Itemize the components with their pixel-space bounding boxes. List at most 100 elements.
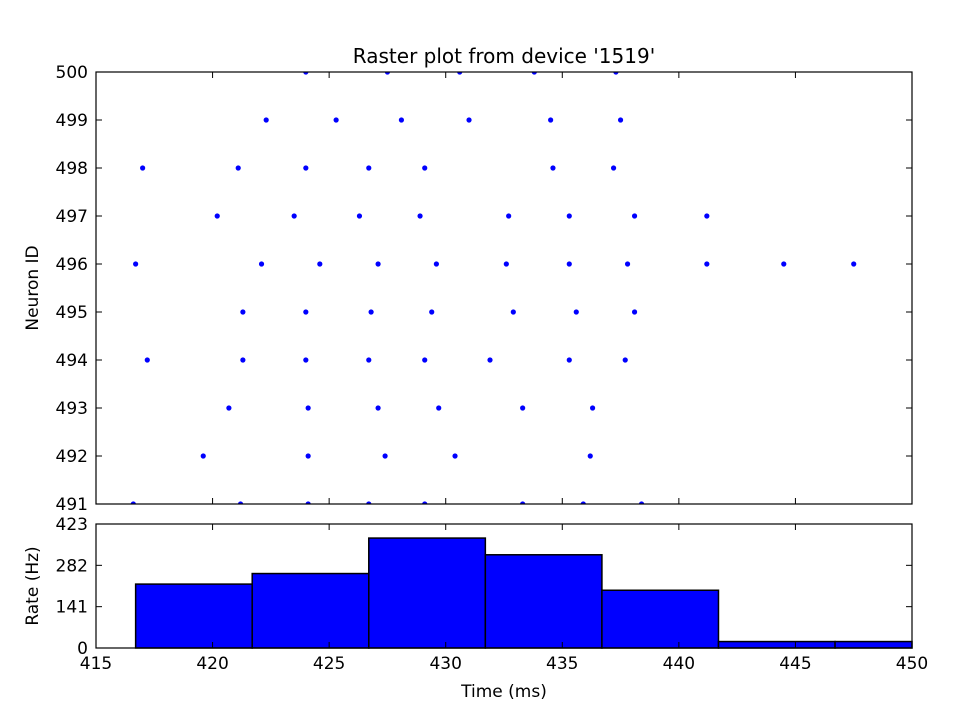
rate-bar <box>368 537 487 649</box>
spike-point <box>587 453 593 459</box>
spike-point <box>422 165 428 171</box>
spike-point <box>580 501 586 504</box>
spike-point <box>452 453 458 459</box>
rate-bar <box>834 640 913 649</box>
rate-x-tick-label: 430 <box>429 654 461 674</box>
rate-x-tick-label: 450 <box>896 654 928 674</box>
spike-point <box>366 357 372 363</box>
raster-panel: 491 492 493 494 495 496 497 498 499 500 Neuron ID <box>23 63 913 515</box>
spike-point <box>506 213 512 219</box>
spike-point <box>305 501 311 504</box>
rate-x-axis-label: Time (ms) <box>460 682 547 702</box>
spike-point <box>617 117 624 123</box>
spike-point <box>305 405 311 411</box>
spike-point <box>226 405 232 411</box>
rate-y-tick-label: 282 <box>56 556 88 576</box>
spike-point <box>510 309 516 315</box>
spike-point <box>303 357 309 363</box>
raster-y-tick-label: 498 <box>56 159 88 179</box>
rate-y-axis-label: Rate (Hz) <box>23 546 43 625</box>
spike-point <box>333 117 339 123</box>
spike-point <box>200 453 206 459</box>
spike-point <box>503 261 509 267</box>
spike-point <box>704 213 710 219</box>
spike-point <box>631 309 638 315</box>
spike-point <box>305 453 311 459</box>
spike-point <box>566 213 572 219</box>
spike-point <box>466 117 472 123</box>
rate-x-tick-label: 425 <box>313 654 345 674</box>
raster-y-tick-label: 493 <box>56 399 88 419</box>
spike-point <box>638 501 645 504</box>
spike-point <box>520 501 526 504</box>
spike-point <box>457 72 463 75</box>
spike-point <box>610 165 617 171</box>
spike-point <box>366 501 372 504</box>
spike-point <box>429 309 435 315</box>
rate-x-tick-label: 415 <box>80 654 112 674</box>
spike-point <box>382 453 388 459</box>
rate-x-tick-label: 445 <box>779 654 811 674</box>
spike-point <box>433 261 439 267</box>
spike-point <box>550 165 556 171</box>
spike-point <box>140 165 146 171</box>
rate-bars <box>134 537 913 649</box>
spike-point <box>366 165 372 171</box>
spike-point <box>487 357 493 363</box>
raster-y-axis-label: Neuron ID <box>23 245 43 330</box>
raster-y-tick-label: 496 <box>56 255 88 275</box>
spike-point <box>130 501 136 504</box>
rate-x-ticks: 415 420 425 430 435 440 445 450 <box>80 72 928 674</box>
raster-y-tick-label: 500 <box>56 63 88 83</box>
raster-points <box>130 72 857 504</box>
spike-point <box>237 501 244 504</box>
spike-point <box>622 357 628 363</box>
raster-y-tick-label: 497 <box>56 207 88 227</box>
raster-title: Raster plot from device '1519' <box>353 44 655 68</box>
spike-point <box>589 405 596 411</box>
spike-point <box>624 261 631 267</box>
spike-point <box>214 213 220 219</box>
spike-point <box>303 72 309 75</box>
spike-point <box>573 309 579 315</box>
rate-bar <box>134 583 253 649</box>
rate-x-tick-label: 440 <box>663 654 695 674</box>
raster-y-tick-label: 492 <box>56 447 88 467</box>
spike-point <box>851 261 857 267</box>
rate-bar <box>601 589 720 649</box>
spike-point <box>520 405 526 411</box>
spike-point <box>133 261 139 267</box>
spike-point <box>781 261 787 267</box>
spike-point <box>291 213 297 219</box>
spike-point <box>436 405 442 411</box>
spike-point <box>263 117 269 123</box>
spike-point <box>235 165 241 171</box>
spike-point <box>317 261 323 267</box>
rate-bar <box>717 640 836 649</box>
raster-y-ticks: 491 492 493 494 495 496 497 498 499 500 <box>56 63 912 515</box>
rate-frame <box>95 523 913 649</box>
rate-bar <box>251 572 370 649</box>
rate-x-tick-label: 420 <box>196 654 228 674</box>
raster-frame <box>95 71 913 505</box>
spike-point <box>417 213 423 219</box>
raster-y-tick-label: 499 <box>56 111 88 131</box>
rate-y-tick-label: 141 <box>56 598 88 618</box>
rate-bar <box>484 554 603 649</box>
rate-panel: 0 141 282 423 415 420 425 430 435 440 445 450 Rate… <box>23 72 928 702</box>
spike-point <box>258 261 265 267</box>
spike-point <box>422 357 428 363</box>
rate-y-tick-label: 423 <box>56 515 88 535</box>
spike-point <box>368 309 374 315</box>
spike-point <box>144 357 150 363</box>
spike-point <box>240 357 246 363</box>
spike-point <box>375 405 381 411</box>
spike-point <box>566 357 572 363</box>
spike-point <box>398 117 405 123</box>
raster-y-tick-label: 494 <box>56 351 88 371</box>
spike-point <box>303 165 309 171</box>
spike-point <box>422 501 428 504</box>
spike-point <box>375 261 381 267</box>
spike-point <box>303 309 309 315</box>
